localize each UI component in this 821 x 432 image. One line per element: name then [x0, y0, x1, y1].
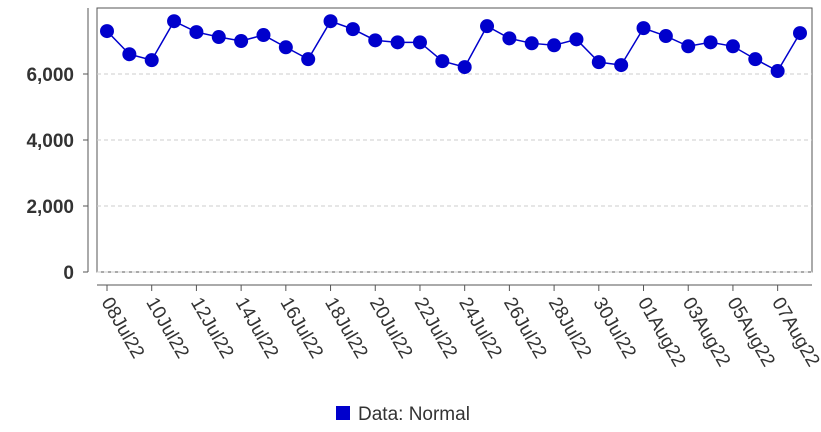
- data-point: [412, 35, 427, 50]
- x-tick-label: 22Jul22: [410, 294, 461, 362]
- data-point: [480, 19, 495, 34]
- x-tick-label: 28Jul22: [544, 294, 595, 362]
- data-point: [435, 54, 450, 69]
- data-point: [770, 64, 785, 79]
- x-tick-label: 20Jul22: [365, 294, 416, 362]
- data-point: [234, 34, 249, 48]
- data-point: [614, 58, 629, 73]
- data-point: [793, 26, 807, 41]
- x-tick-label: 30Jul22: [588, 294, 639, 362]
- data-point: [256, 28, 271, 43]
- data-point: [502, 31, 517, 46]
- data-point: [524, 36, 539, 51]
- data-point: [457, 60, 472, 75]
- data-point: [703, 35, 718, 50]
- data-point: [278, 40, 293, 55]
- data-point: [748, 52, 763, 67]
- x-tick-label: 24Jul22: [454, 294, 505, 362]
- x-tick-label: 26Jul22: [499, 294, 550, 362]
- data-point: [323, 14, 338, 29]
- data-point: [658, 29, 673, 44]
- data-point: [636, 21, 651, 36]
- data-point: [167, 14, 182, 29]
- data-point: [390, 35, 405, 50]
- data-point: [144, 53, 159, 68]
- legend-label: Data: Normal: [358, 404, 470, 425]
- data-point: [345, 22, 360, 37]
- data-point: [100, 24, 114, 39]
- data-point: [189, 25, 204, 40]
- data-point: [569, 32, 584, 47]
- data-point: [368, 33, 383, 48]
- x-tick-label: 12Jul22: [186, 294, 237, 362]
- data-point: [301, 52, 316, 67]
- y-tick-label: 2,000: [26, 197, 74, 218]
- y-tick-label: 6,000: [26, 65, 74, 86]
- data-point: [681, 39, 696, 54]
- data-point: [547, 38, 562, 53]
- x-tick-label: 14Jul22: [231, 294, 282, 362]
- x-tick-label: 10Jul22: [141, 294, 192, 362]
- x-tick-label: 08Jul22: [97, 294, 148, 362]
- y-tick-label: 0: [63, 263, 74, 284]
- y-tick-label: 4,000: [26, 131, 74, 152]
- data-point: [211, 30, 226, 45]
- data-point: [122, 47, 137, 62]
- legend-swatch: [336, 406, 350, 420]
- x-tick-label: 18Jul22: [320, 294, 371, 362]
- x-tick-label: 16Jul22: [276, 294, 327, 362]
- data-point: [591, 55, 606, 70]
- data-point: [725, 39, 740, 54]
